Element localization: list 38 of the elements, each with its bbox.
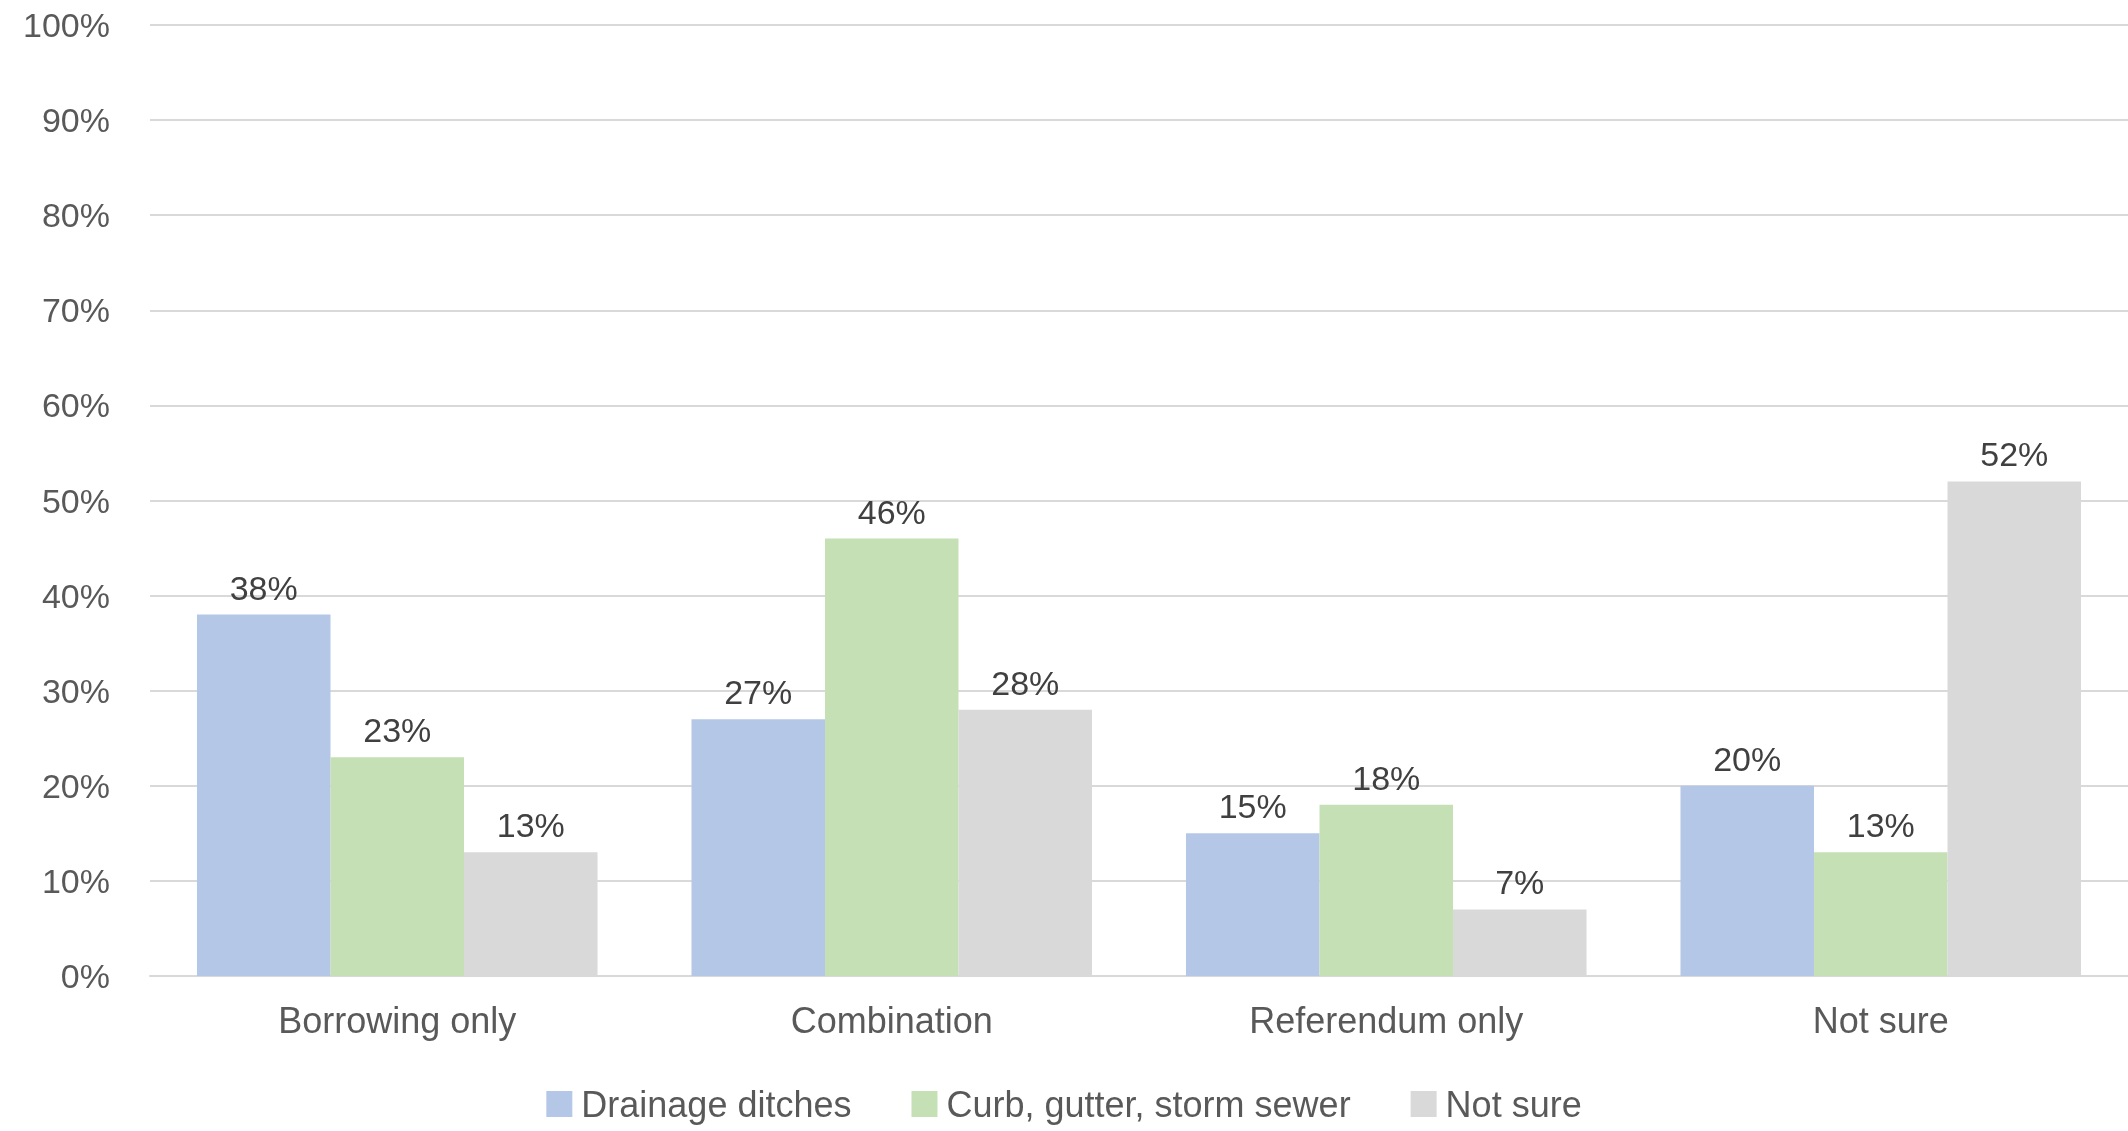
y-tick-label: 0%: [60, 957, 110, 995]
data-label: 52%: [1980, 435, 2049, 474]
y-tick-label: 20%: [41, 766, 110, 805]
y-tick-label: 40%: [41, 576, 110, 615]
data-label: 23%: [363, 711, 432, 750]
bar: [1319, 804, 1454, 976]
y-tick-label: 70%: [41, 291, 110, 330]
data-label: 38%: [229, 568, 298, 607]
data-label: 18%: [1352, 758, 1421, 797]
x-tick-label: Combination: [790, 999, 993, 1041]
y-tick-label: 10%: [41, 861, 110, 900]
data-label: 27%: [724, 673, 793, 712]
data-label: 46%: [857, 492, 926, 531]
y-tick-label: 90%: [41, 101, 110, 140]
bar: [1680, 785, 1814, 976]
bar: [691, 719, 825, 976]
x-tick-label: Borrowing only: [278, 999, 517, 1041]
bar: [1813, 852, 1948, 976]
y-tick-label: 80%: [41, 196, 110, 235]
y-tick-label: 100%: [23, 6, 110, 44]
x-tick-label: Referendum only: [1249, 999, 1524, 1041]
bar: [824, 538, 959, 976]
data-label: 7%: [1495, 863, 1545, 902]
y-tick-label: 60%: [41, 386, 110, 425]
bar: [330, 757, 465, 976]
y-tick-label: 50%: [41, 481, 110, 520]
data-label: 28%: [991, 663, 1060, 702]
data-label: 15%: [1218, 787, 1287, 826]
bar: [1185, 833, 1320, 976]
data-label: 13%: [1846, 806, 1915, 845]
data-label: 20%: [1713, 739, 1782, 778]
legend-label: Curb, gutter, storm sewer: [946, 1083, 1351, 1125]
legend-label: Not sure: [1445, 1083, 1582, 1125]
data-label: 13%: [496, 806, 565, 845]
x-tick-label: Not sure: [1812, 999, 1949, 1041]
y-tick-label: 30%: [41, 671, 110, 710]
bar: [196, 614, 331, 976]
legend-label: Drainage ditches: [581, 1083, 852, 1125]
